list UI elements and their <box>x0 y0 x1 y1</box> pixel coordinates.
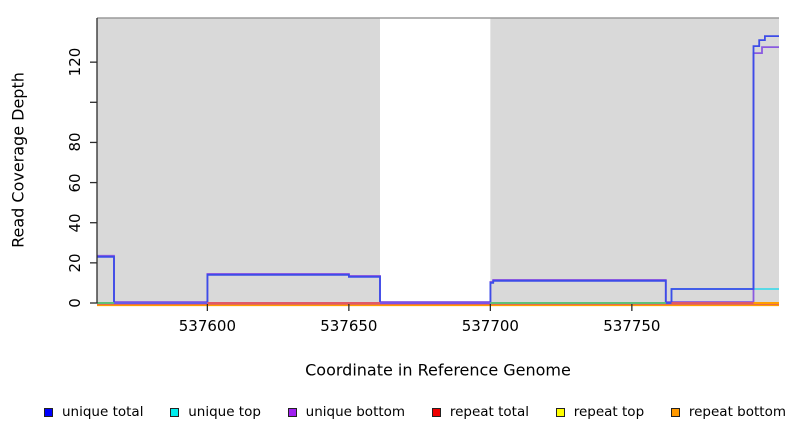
legend-swatch-icon <box>170 407 180 417</box>
legend-item-repeat-top: repeat top <box>555 404 645 420</box>
y-axis-title: Read Coverage Depth <box>8 72 28 248</box>
legend-swatch-icon <box>431 407 441 417</box>
legend-label: unique total <box>62 404 144 420</box>
legend-label: repeat total <box>449 404 529 420</box>
legend-swatch-icon <box>287 407 297 417</box>
legend-item-unique-total: unique total <box>44 404 143 420</box>
series-line-unique-total <box>97 35 779 304</box>
legend-item-repeat-bottom: repeat bottom <box>670 404 786 420</box>
y-tick-label-20: 20 <box>66 253 84 273</box>
x-tick-label-537600: 537600 <box>178 317 236 335</box>
legend-label: unique top <box>188 404 261 420</box>
x-tick-label-537700: 537700 <box>461 317 519 335</box>
legend: unique total unique top unique bottom repea… <box>44 399 786 425</box>
y-tick-label-0: 0 <box>66 298 84 308</box>
legend-swatch-icon <box>555 407 565 417</box>
legend-item-repeat-total: repeat total <box>431 404 529 420</box>
region-covered-region-right <box>490 18 779 305</box>
region-covered-region-left <box>97 18 380 305</box>
y-tick-label-80: 80 <box>66 132 84 152</box>
legend-label: repeat bottom <box>688 404 786 420</box>
legend-label: unique bottom <box>305 404 406 420</box>
legend-item-unique-bottom: unique bottom <box>287 404 406 420</box>
y-tick-label-40: 40 <box>66 213 84 233</box>
legend-item-unique-top: unique top <box>170 404 261 420</box>
y-tick-label-120: 120 <box>66 47 84 77</box>
y-tick-label-60: 60 <box>66 173 84 193</box>
x-tick-label-537750: 537750 <box>603 317 661 335</box>
x-axis-title: Coordinate in Reference Genome <box>305 360 571 380</box>
legend-swatch-icon <box>670 407 680 417</box>
legend-swatch-icon <box>44 407 53 417</box>
legend-label: repeat top <box>573 404 645 420</box>
x-tick-label-537650: 537650 <box>320 317 378 335</box>
region-masked-gap-region <box>379 18 491 305</box>
